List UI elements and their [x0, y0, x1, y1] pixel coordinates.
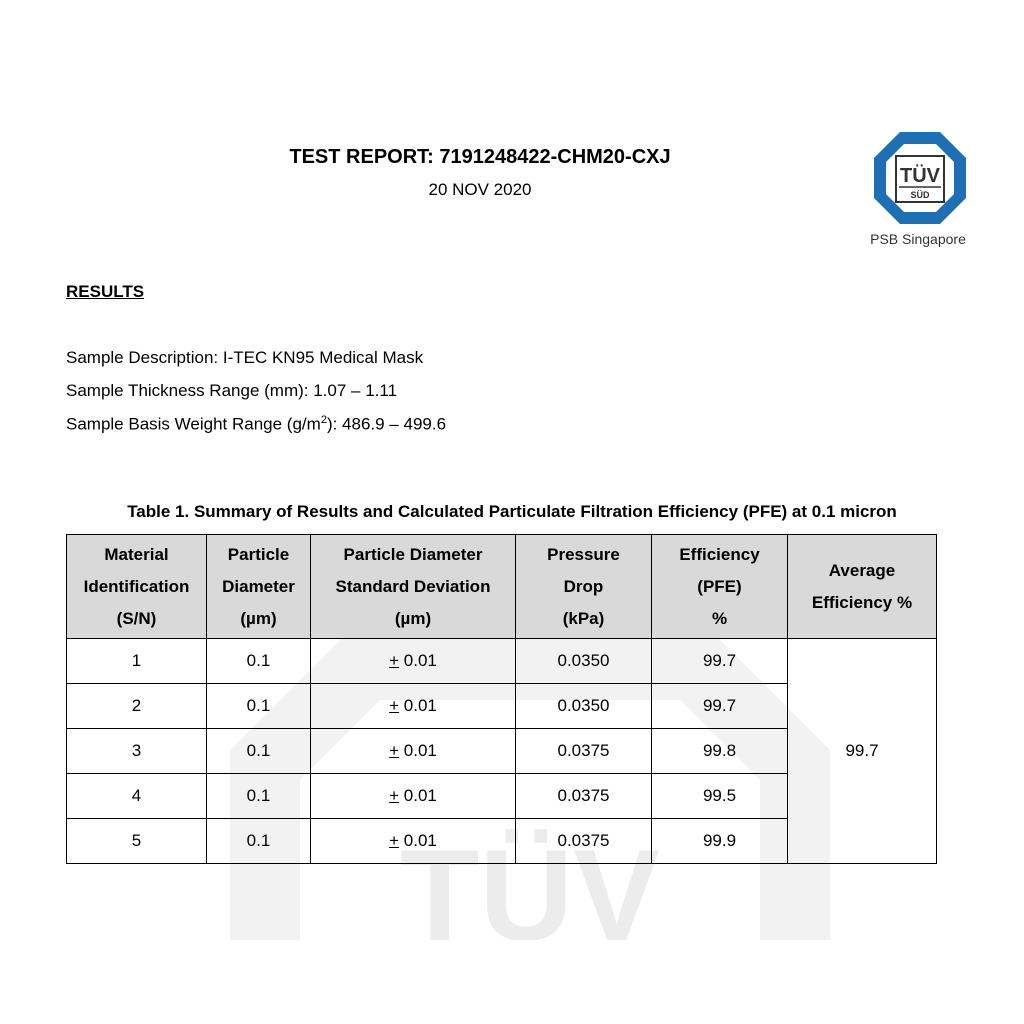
- table-header-row: Material Identification (S/N) Particle Diam…: [66, 534, 937, 639]
- cell-sn: 5: [66, 818, 207, 864]
- table-row: 4 0.1 + 0.01 0.0375 99.5: [66, 773, 937, 819]
- sd-value: 0.01: [403, 651, 437, 670]
- cell-sd: + 0.01: [310, 638, 516, 684]
- report-title: TEST REPORT: 7191248422-CHM20-CXJ: [289, 146, 671, 168]
- sample-thickness: Sample Thickness Range (mm): 1.07 – 1.11: [66, 381, 398, 400]
- sd-value: 0.01: [403, 696, 437, 715]
- cell-pfe: 99.5: [651, 773, 788, 819]
- cell-sn: 2: [66, 683, 207, 729]
- plus-minus-sign: +: [389, 831, 400, 850]
- cell-diameter: 0.1: [206, 773, 311, 819]
- header-pressure-drop: Pressure Drop (kPa): [515, 534, 652, 639]
- cell-sd: + 0.01: [310, 818, 516, 864]
- svg-text:TÜV: TÜV: [900, 164, 941, 187]
- cell-pressure: 0.0375: [515, 818, 652, 864]
- report-date: 20 NOV 2020: [428, 180, 532, 199]
- cell-sd: + 0.01: [310, 773, 516, 819]
- logo-caption: PSB Singapore: [870, 231, 966, 247]
- cell-pressure: 0.0375: [515, 773, 652, 819]
- header-average: Average Efficiency %: [787, 534, 937, 639]
- cell-pressure: 0.0350: [515, 683, 652, 729]
- header-material-id: Material Identification (S/N): [66, 534, 207, 639]
- cell-diameter: 0.1: [206, 728, 311, 774]
- cell-pfe: 99.7: [651, 683, 788, 729]
- plus-minus-sign: +: [389, 696, 400, 715]
- cell-sn: 3: [66, 728, 207, 774]
- sample-weight: Sample Basis Weight Range (g/m2): 486.9 …: [66, 414, 447, 434]
- cell-pfe: 99.8: [651, 728, 788, 774]
- results-table: Material Identification (S/N) Particle Diam…: [66, 534, 937, 864]
- table-row: 3 0.1 + 0.01 0.0375 99.8: [66, 728, 937, 774]
- sd-value: 0.01: [403, 741, 437, 760]
- cell-average: 99.7: [787, 638, 937, 864]
- cell-pfe: 99.9: [651, 818, 788, 864]
- sample-description: Sample Description: I-TEC KN95 Medical M…: [66, 348, 424, 367]
- table-caption: Table 1. Summary of Results and Calculat…: [127, 502, 897, 521]
- cell-diameter: 0.1: [206, 818, 311, 864]
- svg-text:SÜD: SÜD: [910, 190, 930, 200]
- tuv-sud-logo: TÜV SÜD: [874, 132, 966, 224]
- table-row: 1 0.1 + 0.01 0.0350 99.7 99.7: [66, 638, 937, 864]
- cell-sd: + 0.01: [310, 683, 516, 729]
- plus-minus-sign: +: [389, 786, 400, 805]
- cell-sd: + 0.01: [310, 728, 516, 774]
- sd-value: 0.01: [403, 831, 437, 850]
- sd-value: 0.01: [403, 786, 437, 805]
- plus-minus-sign: +: [389, 741, 400, 760]
- plus-minus-sign: +: [389, 651, 400, 670]
- cell-pfe: 99.7: [651, 638, 788, 684]
- cell-sn: 1: [66, 638, 207, 684]
- cell-pressure: 0.0350: [515, 638, 652, 684]
- header-particle-diameter: Particle Diameter (µm): [206, 534, 311, 639]
- section-heading: RESULTS: [66, 282, 145, 301]
- table-row: 5 0.1 + 0.01 0.0375 99.9: [66, 818, 937, 864]
- cell-pressure: 0.0375: [515, 728, 652, 774]
- header-std-dev: Particle Diameter Standard Deviation (µm): [310, 534, 516, 639]
- header-efficiency: Efficiency (PFE)%: [651, 534, 788, 639]
- cell-diameter: 0.1: [206, 638, 311, 684]
- cell-sn: 4: [66, 773, 207, 819]
- cell-diameter: 0.1: [206, 683, 311, 729]
